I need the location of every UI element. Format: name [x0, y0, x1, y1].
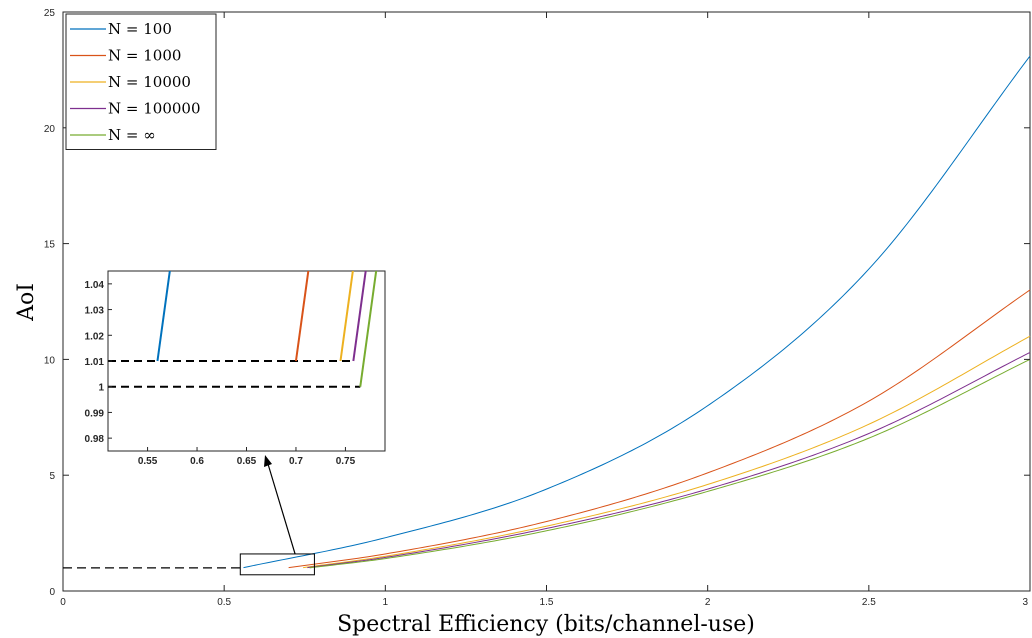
legend-entry-2: N = 10000 — [108, 73, 191, 91]
zoom-arrow-head — [264, 455, 272, 467]
inset-y-tick-label: 1.01 — [85, 357, 105, 368]
inset-series-line-2 — [339, 271, 354, 362]
inset-y-tick-label: 0.98 — [85, 434, 105, 445]
y-tick-label: 5 — [49, 471, 55, 482]
legend: N = 100 N = 1000 N = 10000 N = 100000 N = ∞ — [65, 13, 217, 150]
inset-x-tick-label: 0.6 — [190, 456, 204, 467]
x-tick-label: 0.5 — [217, 597, 231, 608]
legend-entry-3: N = 100000 — [108, 100, 201, 118]
x-tick-label: 0 — [60, 597, 66, 608]
x-axis-label: Spectral Efficiency (bits/channel-use) — [337, 612, 755, 637]
inset-y-tick-label: 1.04 — [85, 280, 105, 291]
series-line-0 — [243, 55, 1031, 569]
legend-entry-4: N = ∞ — [108, 126, 156, 144]
x-tick-label: 2 — [705, 597, 711, 608]
legend-entry-1: N = 1000 — [108, 47, 181, 65]
inset-x-tick-label: 0.65 — [237, 456, 257, 467]
y-tick-label: 25 — [44, 8, 56, 19]
inset-x-tick-label: 0.7 — [289, 456, 303, 467]
y-tick-label: 10 — [44, 355, 56, 366]
series-line-1 — [288, 289, 1031, 569]
zoom-arrow-shaft — [267, 463, 296, 555]
x-tick-label: 1 — [383, 597, 389, 608]
series-line-4 — [309, 358, 1031, 569]
y-tick-label: 15 — [44, 240, 56, 251]
legend-entry-0: N = 100 — [108, 20, 172, 38]
y-tick-label: 20 — [44, 124, 56, 135]
inset-series-line-0 — [156, 271, 171, 362]
inset-y-tick-label: 0.99 — [85, 408, 105, 419]
inset-series-line-4 — [359, 271, 378, 387]
x-tick-label: 3 — [1022, 597, 1028, 608]
y-axis-label: AoI — [14, 283, 39, 322]
inset-y-tick-label: 1.03 — [85, 306, 105, 317]
inset-series-line-1 — [294, 271, 310, 362]
x-tick-label: 1.5 — [540, 597, 554, 608]
series-line-2 — [303, 335, 1031, 569]
inset-y-tick-label: 1 — [98, 383, 104, 394]
inset-series-line-3 — [352, 271, 367, 362]
inset-x-tick-label: 0.55 — [138, 456, 158, 467]
inset-plot: 0.55 0.6 0.65 0.7 0.75 0.98 0.99 1 1.01 1.02 1.03 1… — [85, 270, 386, 555]
y-tick-label: 0 — [49, 587, 55, 598]
inset-x-tick-label: 0.75 — [336, 456, 356, 467]
series-line-3 — [307, 352, 1031, 569]
zoom-box — [239, 553, 315, 576]
x-tick-label: 2.5 — [862, 597, 876, 608]
inset-data — [108, 271, 378, 388]
inset-y-tick-label: 1.02 — [85, 331, 105, 342]
